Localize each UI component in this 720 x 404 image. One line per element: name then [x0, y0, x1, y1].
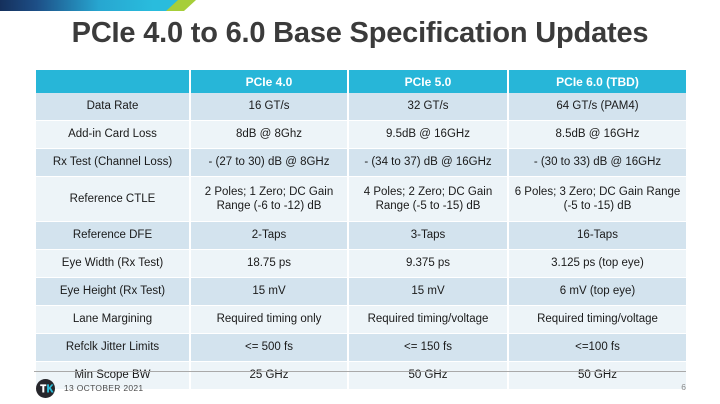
cell-pcie50: 9.5dB @ 16GHz — [348, 120, 509, 149]
cell-pcie50: 4 Poles; 2 Zero; DC Gain Range (-5 to -1… — [348, 176, 509, 222]
cell-pcie40: 25 GHz — [190, 361, 349, 390]
row-label-cell: Eye Height (Rx Test) — [36, 277, 191, 306]
cell-pcie60: <=100 fs — [508, 333, 686, 362]
cell-pcie50: <= 150 fs — [348, 333, 509, 362]
table-row: Refclk Jitter Limits <= 500 fs <= 150 fs <=… — [36, 333, 686, 362]
cell-pcie50: 32 GT/s — [348, 93, 509, 121]
cell-pcie40: 8dB @ 8Ghz — [190, 120, 349, 149]
pcie-spec-comparison-table: PCIe 4.0 PCIe 5.0 PCIe 6.0 (TBD) Data Ra… — [36, 70, 686, 390]
cell-pcie40: - (27 to 30) dB @ 8GHz — [190, 148, 349, 177]
cell-pcie40: 18.75 ps — [190, 249, 349, 278]
cell-pcie60: 50 GHz — [508, 361, 686, 390]
table-row: Min Scope BW 25 GHz 50 GHz 50 GHz — [36, 361, 686, 390]
page-title: PCIe 4.0 to 6.0 Base Specification Updat… — [71, 17, 649, 49]
column-header-pcie50: PCIe 5.0 — [348, 70, 509, 93]
cell-pcie50: 9.375 ps — [348, 249, 509, 278]
table-row: Reference CTLE 2 Poles; 1 Zero; DC Gain R… — [36, 176, 686, 222]
top-accent-banner — [0, 0, 200, 11]
cell-pcie50: 50 GHz — [348, 361, 509, 390]
cell-pcie40: <= 500 fs — [190, 333, 349, 362]
row-label-cell: Refclk Jitter Limits — [36, 333, 191, 362]
footer-date: 13 OCTOBER 2021 — [64, 383, 144, 393]
row-label-cell: Eye Width (Rx Test) — [36, 249, 191, 278]
tektronix-logo — [36, 379, 55, 398]
table-row: Rx Test (Channel Loss) - (27 to 30) dB @ … — [36, 148, 686, 177]
cell-pcie60: - (30 to 33) dB @ 16GHz — [508, 148, 686, 177]
table-row: Eye Height (Rx Test) 15 mV 15 mV 6 mV (top … — [36, 277, 686, 306]
row-label-cell: Lane Margining — [36, 305, 191, 334]
table-row: Reference DFE 2-Taps 3-Taps 16-Taps — [36, 221, 686, 250]
cell-pcie50: 3-Taps — [348, 221, 509, 250]
table-row: Add-in Card Loss 8dB @ 8Ghz 9.5dB @ 16GHz 8… — [36, 120, 686, 149]
footer-divider — [34, 371, 686, 372]
spec-table-container: PCIe 4.0 PCIe 5.0 PCIe 6.0 (TBD) Data Ra… — [36, 70, 686, 390]
row-label-cell: Reference CTLE — [36, 176, 191, 222]
cell-pcie40: 2-Taps — [190, 221, 349, 250]
table-header-row: PCIe 4.0 PCIe 5.0 PCIe 6.0 (TBD) — [36, 70, 686, 93]
row-label-cell: Min Scope BW — [36, 361, 191, 390]
table-row: Data Rate 16 GT/s 32 GT/s 64 GT/s (PAM4) — [36, 93, 686, 121]
column-header-pcie40: PCIe 4.0 — [190, 70, 349, 93]
row-label-cell: Rx Test (Channel Loss) — [36, 148, 191, 177]
cell-pcie60: 6 mV (top eye) — [508, 277, 686, 306]
cell-pcie60: 16-Taps — [508, 221, 686, 250]
cell-pcie50: Required timing/voltage — [348, 305, 509, 334]
cell-pcie40: 15 mV — [190, 277, 349, 306]
footer: 13 OCTOBER 2021 6 — [34, 379, 686, 401]
cell-pcie60: 64 GT/s (PAM4) — [508, 93, 686, 121]
footer-page-number: 6 — [681, 382, 686, 392]
row-label-cell: Data Rate — [36, 93, 191, 121]
column-header-pcie60: PCIe 6.0 (TBD) — [508, 70, 686, 93]
cell-pcie60: 8.5dB @ 16GHz — [508, 120, 686, 149]
cell-pcie50: - (34 to 37) dB @ 16GHz — [348, 148, 509, 177]
table-row: Eye Width (Rx Test) 18.75 ps 9.375 ps 3.125… — [36, 249, 686, 278]
table-header: PCIe 4.0 PCIe 5.0 PCIe 6.0 (TBD) — [36, 70, 686, 93]
cell-pcie40: 2 Poles; 1 Zero; DC Gain Range (-6 to -1… — [190, 176, 349, 222]
cell-pcie40: 16 GT/s — [190, 93, 349, 121]
cell-pcie60: 6 Poles; 3 Zero; DC Gain Range (-5 to -1… — [508, 176, 686, 222]
column-header-spec — [36, 70, 191, 93]
table-row: Lane Margining Required timing only Requir… — [36, 305, 686, 334]
cell-pcie40: Required timing only — [190, 305, 349, 334]
cell-pcie60: Required timing/voltage — [508, 305, 686, 334]
row-label-cell: Add-in Card Loss — [36, 120, 191, 149]
row-label-cell: Reference DFE — [36, 221, 191, 250]
table-body: Data Rate 16 GT/s 32 GT/s 64 GT/s (PAM4) Add… — [36, 93, 686, 390]
cell-pcie50: 15 mV — [348, 277, 509, 306]
cell-pcie60: 3.125 ps (top eye) — [508, 249, 686, 278]
